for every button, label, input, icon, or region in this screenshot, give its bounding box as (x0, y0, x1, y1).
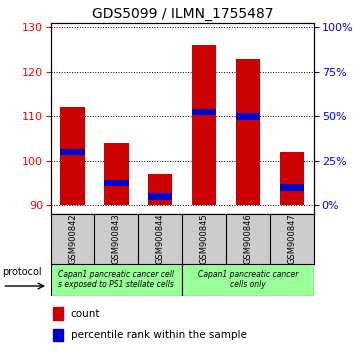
Bar (280, 152, 304, 205)
Text: Capan1 pancreatic cancer
cells only: Capan1 pancreatic cancer cells only (198, 270, 299, 289)
Text: Capan1 pancreatic cancer cell
s exposed to PS1 stellate cells: Capan1 pancreatic cancer cell s exposed … (58, 270, 174, 289)
Bar (236, 113, 260, 120)
Bar (51, 264, 182, 296)
Text: GSM900845: GSM900845 (200, 213, 209, 264)
Bar (60, 149, 84, 155)
Bar (236, 58, 260, 205)
Bar (148, 193, 173, 200)
Bar (192, 45, 216, 205)
Bar (192, 109, 216, 115)
Text: GSM900844: GSM900844 (156, 213, 165, 264)
Bar (53, 307, 63, 320)
Text: percentile rank within the sample: percentile rank within the sample (70, 330, 247, 340)
Bar (148, 174, 173, 205)
Text: GSM900842: GSM900842 (68, 213, 77, 264)
Text: GSM900843: GSM900843 (112, 213, 121, 264)
Text: GSM900846: GSM900846 (244, 213, 253, 264)
Bar (182, 264, 314, 296)
Title: GDS5099 / ILMN_1755487: GDS5099 / ILMN_1755487 (92, 7, 273, 21)
Bar (280, 184, 304, 191)
Bar (53, 329, 63, 341)
Text: GSM900847: GSM900847 (288, 213, 297, 264)
Bar (104, 143, 129, 205)
Text: count: count (70, 309, 100, 319)
Text: protocol: protocol (3, 267, 42, 277)
Bar (60, 108, 84, 205)
Bar (104, 180, 129, 187)
